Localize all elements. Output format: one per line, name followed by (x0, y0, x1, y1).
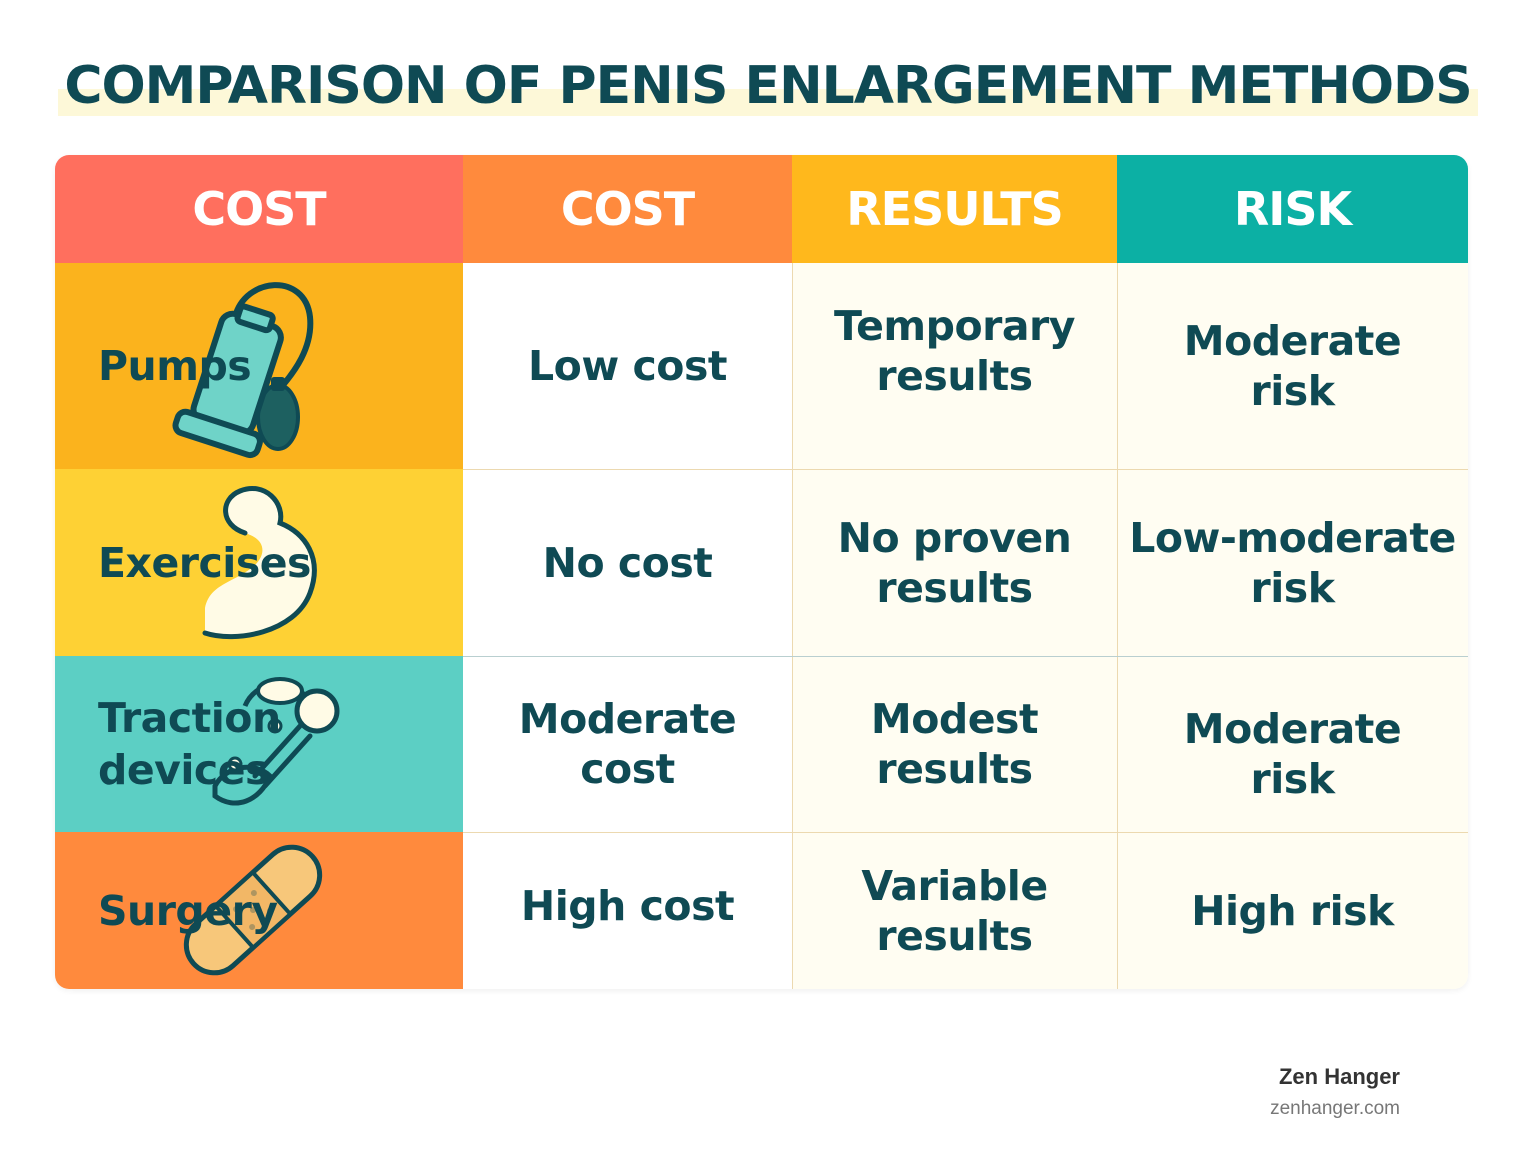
flexed-arm-icon (202, 486, 317, 640)
row-label-text: Surgery (98, 886, 278, 935)
cell-exercises-results: No proven results (837, 513, 1072, 612)
row-label-traction: Traction devices (55, 656, 463, 832)
cell-exercises-risk: Low-moderate risk (1129, 513, 1456, 612)
cell-pumps-results: Temporary results (834, 302, 1075, 400)
cost-column-bg (463, 263, 792, 989)
footer-url: zenhanger.com (1270, 1098, 1400, 1119)
row-label-exercises: Exercises (55, 469, 463, 656)
cell-surgery-cost: High cost (520, 881, 735, 930)
row-label-pumps: Pumps (55, 263, 463, 469)
grid-line (792, 263, 793, 989)
cell-pumps-cost: Low cost (528, 342, 727, 390)
cell-pumps-risk: Moderate risk (1183, 317, 1402, 415)
grid-line (1117, 263, 1118, 989)
bandage-icon (183, 844, 323, 976)
page-title: COMPARISON OF PENIS ENLARGEMENT METHODS (0, 56, 1536, 116)
grid-line (463, 656, 1468, 657)
row-label-text: Traction devices (98, 694, 281, 794)
cell-traction-results: Modest results (870, 695, 1039, 793)
pump-icon (172, 282, 314, 459)
comparison-table: COST COST RESULTS RISK Pumps Low cost Te… (55, 155, 1468, 989)
footer-brand: Zen Hanger (1278, 1064, 1400, 1089)
cell-surgery-results: Variable results (861, 861, 1048, 960)
row-label-text: Exercises (98, 538, 311, 587)
header-col-results: RESULTS (792, 155, 1117, 263)
cell-surgery-risk: High risk (1191, 886, 1394, 935)
header-col-cost: COST (463, 155, 792, 263)
row-label-surgery: Surgery (55, 832, 463, 989)
page-title-text: COMPARISON OF PENIS ENLARGEMENT METHODS (58, 56, 1478, 116)
cell-traction-cost: Moderate cost (518, 695, 737, 793)
cell-exercises-cost: No cost (542, 538, 713, 587)
header-col-method: COST (55, 155, 463, 263)
cell-traction-risk: Moderate risk (1183, 705, 1402, 803)
grid-line (463, 469, 1468, 470)
grid-line (463, 832, 1468, 833)
traction-device-icon (212, 677, 340, 806)
row-label-text: Pumps (98, 342, 252, 390)
header-col-risk: RISK (1117, 155, 1468, 263)
